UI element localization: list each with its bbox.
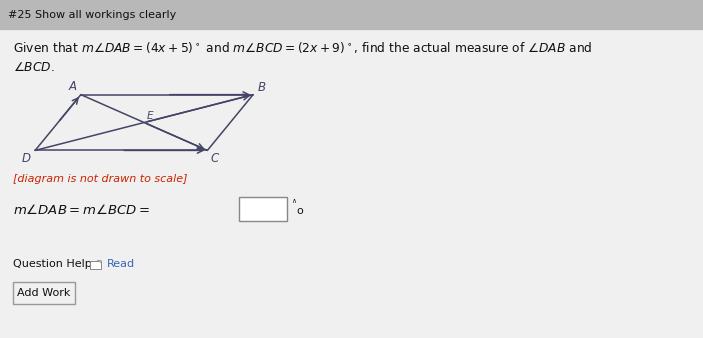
Bar xyxy=(239,197,287,221)
Text: $\angle BCD$.: $\angle BCD$. xyxy=(13,61,55,74)
Text: C: C xyxy=(210,152,219,165)
Bar xyxy=(13,282,75,304)
Text: Read: Read xyxy=(107,259,135,269)
Text: Question Help:: Question Help: xyxy=(13,259,95,269)
Polygon shape xyxy=(97,261,101,263)
Text: Given that $m\angle DAB = (4x+5)^\circ$ and $m\angle BCD = (2x+9)^\circ$, find t: Given that $m\angle DAB = (4x+5)^\circ$ … xyxy=(13,40,592,55)
Text: D: D xyxy=(22,152,31,165)
Text: $^\wedge$: $^\wedge$ xyxy=(290,198,298,208)
Text: B: B xyxy=(257,81,266,94)
Text: $m\angle DAB = m\angle BCD = $: $m\angle DAB = m\angle BCD = $ xyxy=(13,202,150,217)
Text: o: o xyxy=(297,206,304,216)
Bar xyxy=(0,0,703,29)
Text: #25 Show all workings clearly: #25 Show all workings clearly xyxy=(8,9,176,20)
Bar xyxy=(90,261,101,269)
Text: Add Work: Add Work xyxy=(17,288,70,298)
Text: [diagram is not drawn to scale]: [diagram is not drawn to scale] xyxy=(13,174,187,184)
Text: A: A xyxy=(68,80,76,93)
Text: E: E xyxy=(147,112,153,121)
